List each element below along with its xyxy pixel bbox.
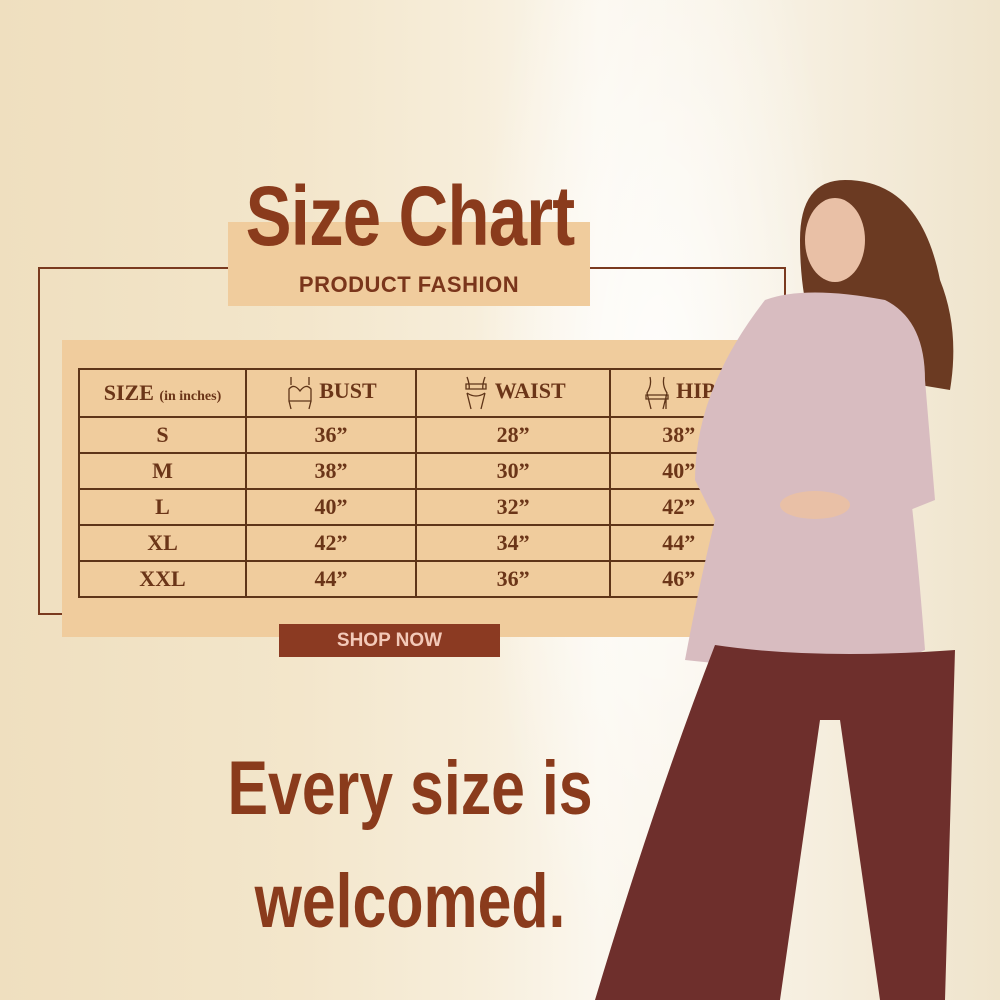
waist-icon	[465, 376, 487, 410]
model-top	[685, 292, 935, 668]
table-header-row: SIZE (in inches) BUST WAIST HIP	[78, 368, 748, 418]
table-cell: 36”	[245, 416, 417, 454]
table-row: XXL 44” 36” 46”	[78, 560, 748, 598]
frame-line	[38, 267, 40, 615]
tagline-line1: Every size is	[227, 746, 593, 831]
size-table: SIZE (in inches) BUST WAIST HIP S 36” 28” 3…	[78, 368, 748, 598]
table-cell: 38”	[245, 452, 417, 490]
table-cell: L	[78, 488, 247, 526]
frame-line	[38, 613, 64, 615]
header-label: WAIST	[494, 378, 566, 404]
frame-line	[590, 267, 786, 269]
table-cell: 32”	[414, 488, 612, 526]
table-cell: 30”	[414, 452, 612, 490]
header-label: BUST	[319, 378, 377, 404]
model-face	[805, 198, 865, 282]
header-bust: BUST	[245, 368, 417, 418]
table-cell: 36”	[414, 560, 612, 598]
table-cell: 44”	[245, 560, 417, 598]
tagline-line2: welcomed.	[254, 859, 566, 944]
model-pants	[595, 645, 955, 1000]
page-title: Size Chart	[245, 169, 575, 263]
table-row: XL 42” 34” 44”	[78, 524, 748, 562]
table-cell: M	[78, 452, 247, 490]
table-row: L 40” 32” 42”	[78, 488, 748, 526]
header-label: SIZE	[103, 380, 154, 405]
shop-now-button[interactable]: SHOP NOW	[279, 624, 500, 657]
table-cell: 34”	[414, 524, 612, 562]
hip-icon	[645, 376, 669, 410]
table-cell: S	[78, 416, 247, 454]
table-cell: 42”	[245, 524, 417, 562]
header-waist: WAIST	[414, 368, 612, 418]
header-note: (in inches)	[159, 389, 222, 404]
model-hands	[780, 491, 850, 519]
table-cell: XXL	[78, 560, 247, 598]
frame-line	[38, 267, 230, 269]
table-cell: 40”	[245, 488, 417, 526]
table-cell: 28”	[414, 416, 612, 454]
header-size: SIZE (in inches)	[78, 368, 247, 418]
frame-line	[784, 267, 786, 297]
title-box	[228, 222, 590, 306]
bust-icon	[288, 377, 312, 410]
table-cell: XL	[78, 524, 247, 562]
header-label: HIP	[676, 378, 716, 404]
model-photo	[595, 180, 955, 1000]
page-subtitle: PRODUCT FASHION	[298, 272, 520, 297]
